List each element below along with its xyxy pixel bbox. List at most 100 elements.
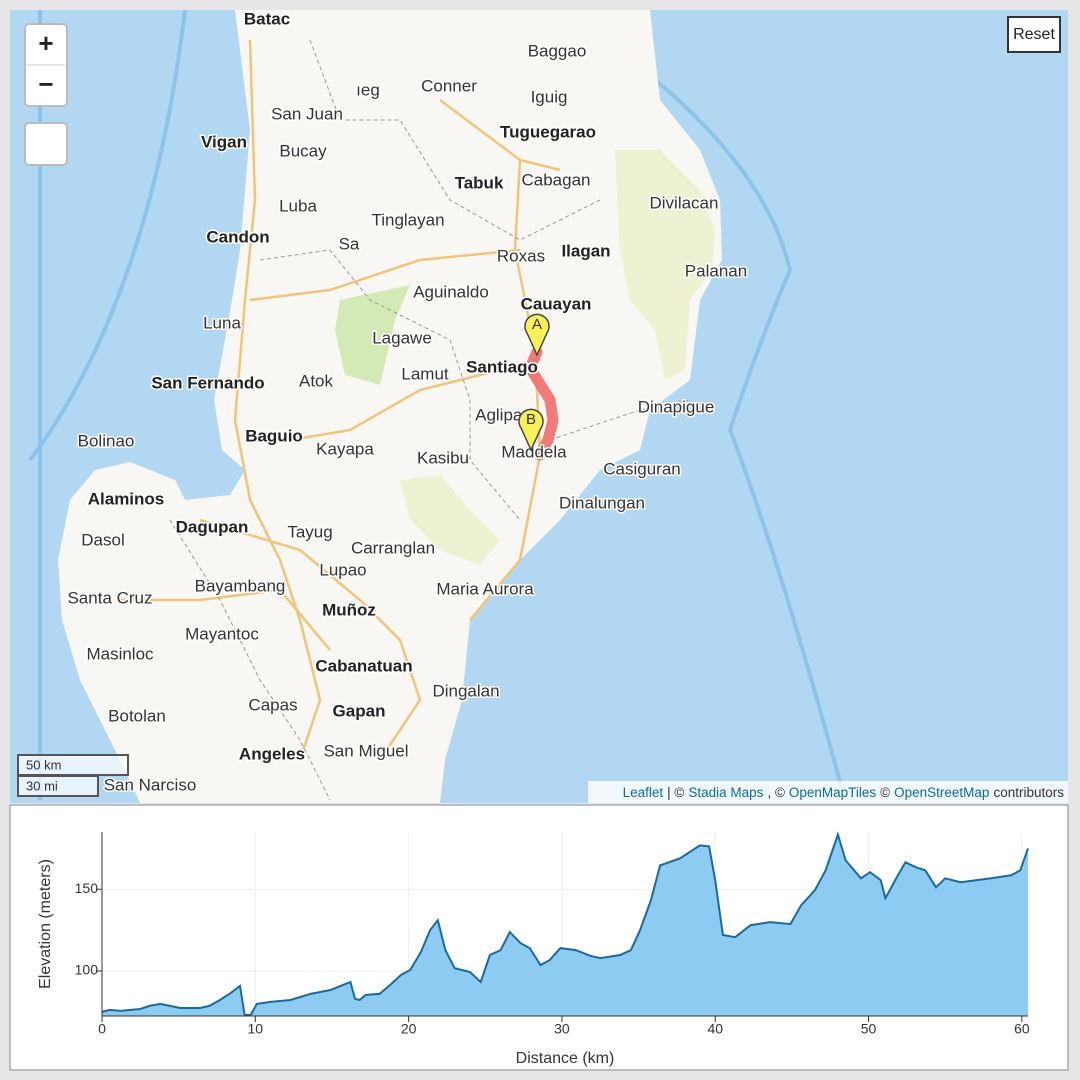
place-label: Angeles bbox=[239, 744, 305, 763]
place-label: Candon bbox=[206, 227, 269, 246]
place-label: Dasol bbox=[81, 530, 124, 549]
place-label: Cauayan bbox=[521, 294, 592, 313]
map-tiles: Batac Baggao Conner Iguig ıeg San Juan Vigan Tu… bbox=[10, 9, 1068, 803]
x-tick-label: 20 bbox=[401, 1021, 417, 1037]
place-label: Lagawe bbox=[372, 328, 432, 347]
place-label: Dinapigue bbox=[638, 397, 715, 416]
attribution: Leaflet | © Stadia Maps , © OpenMapTiles © Ope… bbox=[623, 785, 1065, 800]
zoom-control: + − bbox=[24, 23, 68, 107]
y-tick-label: 100 bbox=[75, 962, 99, 978]
place-label: Cabagan bbox=[521, 170, 590, 189]
attribution-part: , © bbox=[767, 785, 785, 800]
place-label: Luna bbox=[203, 313, 241, 332]
place-label: Bucay bbox=[279, 141, 327, 160]
place-label: San Miguel bbox=[323, 741, 408, 760]
place-label: Kasibu bbox=[417, 448, 469, 467]
place-label: Lupao bbox=[319, 560, 366, 579]
marker-pin[interactable] bbox=[518, 408, 544, 452]
map[interactable]: Batac Baggao Conner Iguig ıeg San Juan Vigan Tu… bbox=[10, 9, 1068, 803]
place-label: Aguinaldo bbox=[413, 282, 489, 301]
place-label: Botolan bbox=[108, 706, 166, 725]
x-tick-label: 40 bbox=[707, 1021, 723, 1037]
place-label: Capas bbox=[248, 695, 297, 714]
place-labels: Batac Baggao Conner Iguig ıeg San Juan Vigan Tu… bbox=[66, 9, 749, 796]
place-label: Sa bbox=[339, 234, 360, 253]
place-label: Palanan bbox=[685, 261, 747, 280]
place-label: Iguig bbox=[531, 87, 568, 106]
scale-km-label: 50 km bbox=[26, 757, 61, 772]
place-label: Dagupan bbox=[176, 517, 249, 536]
attribution-box bbox=[588, 781, 1068, 803]
y-axis-label: Elevation (meters) bbox=[37, 859, 54, 989]
park bbox=[615, 150, 715, 380]
place-label: Alaminos bbox=[88, 489, 165, 508]
place-label: Maria Aurora bbox=[436, 579, 534, 598]
attribution-part[interactable]: OpenStreetMap bbox=[894, 785, 989, 800]
place-label: Divilacan bbox=[650, 193, 719, 212]
elevation-area bbox=[102, 834, 1028, 1016]
sea-line bbox=[28, 10, 847, 801]
place-label: Roxas bbox=[497, 246, 545, 265]
place-label: Maddela bbox=[501, 442, 567, 461]
place-label: Masinloc bbox=[86, 644, 154, 663]
scale-mi-label: 30 mi bbox=[26, 778, 58, 793]
attribution-part: contributors bbox=[993, 785, 1064, 800]
zoom-in[interactable]: + bbox=[38, 28, 53, 58]
place-label: Aglipay bbox=[475, 405, 531, 424]
place-label: Kayapa bbox=[316, 439, 374, 458]
place-label: Tabuk bbox=[455, 173, 504, 192]
marker-label[interactable]: A bbox=[532, 316, 542, 333]
zoom-out[interactable]: − bbox=[38, 69, 53, 99]
place-label: Dinalungan bbox=[559, 493, 645, 512]
elevation-chart: 0 10 20 30 40 50 60 100 150 Distance (km) Elevatio… bbox=[37, 831, 1030, 1067]
place-label: Conner bbox=[421, 76, 477, 95]
place-label: San Fernando bbox=[151, 373, 264, 392]
attribution-part: © bbox=[880, 785, 890, 800]
place-label: Dingalan bbox=[432, 681, 499, 700]
x-tick-label: 50 bbox=[861, 1021, 877, 1037]
place-label: Baguio bbox=[245, 426, 303, 445]
reset-label[interactable]: Reset bbox=[1013, 26, 1055, 43]
place-label: Tinglayan bbox=[371, 210, 444, 229]
attribution-part[interactable]: OpenMapTiles bbox=[789, 785, 877, 800]
attribution-part[interactable]: Leaflet bbox=[623, 785, 664, 800]
place-label: Carranglan bbox=[351, 538, 435, 557]
fullscreen-button[interactable] bbox=[24, 122, 68, 166]
route bbox=[524, 346, 559, 461]
place-label: Mayantoc bbox=[185, 624, 259, 643]
place-label: Ilagan bbox=[561, 241, 610, 260]
x-axis-label: Distance (km) bbox=[516, 1050, 615, 1067]
place-label: Tayug bbox=[287, 522, 332, 541]
place-label: Casiguran bbox=[603, 459, 681, 478]
place-label: Tuguegarao bbox=[500, 122, 596, 141]
place-label: Santa Cruz bbox=[67, 588, 152, 607]
place-label: San Juan bbox=[271, 104, 343, 123]
place-label: Muñoz bbox=[322, 600, 376, 619]
scale-bar: 50 km 30 mi bbox=[17, 754, 129, 797]
x-tick-label: 0 bbox=[98, 1021, 106, 1037]
place-label: Vigan bbox=[201, 132, 247, 151]
marker-label[interactable]: B bbox=[526, 411, 536, 428]
place-label: Lamut bbox=[401, 364, 449, 383]
place-label: Gapan bbox=[333, 701, 386, 720]
place-label: Baggao bbox=[528, 41, 587, 60]
place-label: Luba bbox=[279, 196, 317, 215]
place-label: ıeg bbox=[356, 80, 380, 99]
place-label: Batac bbox=[244, 9, 290, 28]
x-tick-label: 30 bbox=[554, 1021, 570, 1037]
x-tick-label: 60 bbox=[1014, 1021, 1030, 1037]
borders bbox=[169, 39, 691, 801]
park bbox=[400, 475, 500, 565]
reset-button[interactable] bbox=[1007, 16, 1061, 53]
place-label: San Narciso bbox=[104, 775, 197, 794]
roads bbox=[120, 39, 561, 761]
place-label: Bayambang bbox=[195, 576, 286, 595]
x-tick-label: 10 bbox=[248, 1021, 264, 1037]
elevation-line bbox=[101, 831, 1029, 1016]
y-tick-label: 150 bbox=[75, 880, 99, 896]
place-label: Bolinao bbox=[78, 431, 135, 450]
markers: AB bbox=[518, 313, 550, 452]
attribution-part[interactable]: Stadia Maps bbox=[688, 785, 763, 800]
marker-pin[interactable] bbox=[524, 313, 550, 357]
